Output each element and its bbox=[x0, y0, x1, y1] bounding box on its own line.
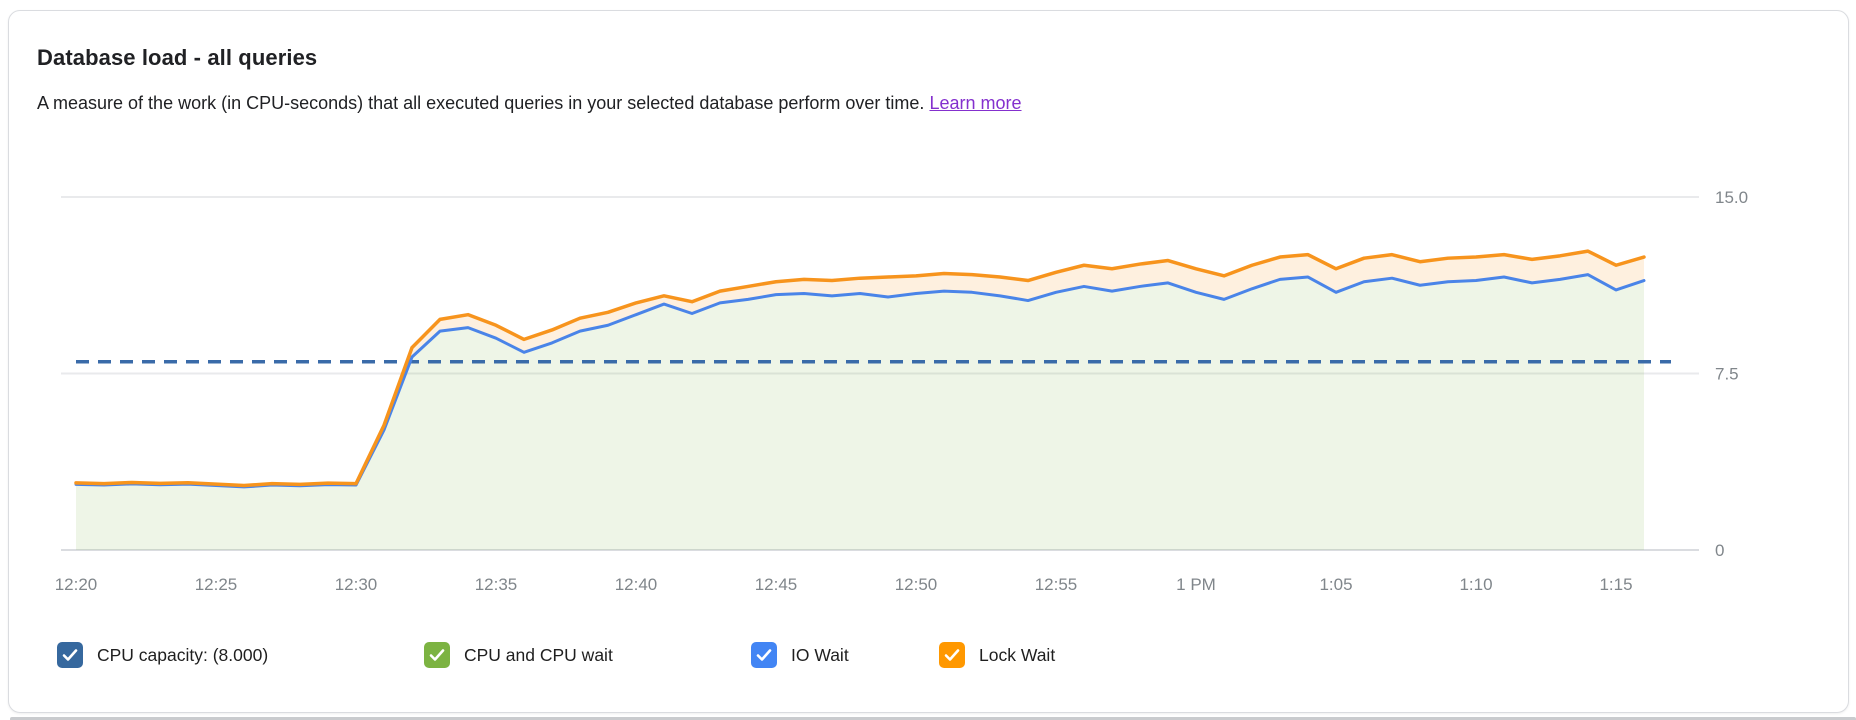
x-axis-label-1-15: 1:15 bbox=[1599, 575, 1632, 594]
legend-checkbox-icon[interactable] bbox=[424, 642, 450, 668]
x-axis-label-1-05: 1:05 bbox=[1319, 575, 1352, 594]
x-axis-label-12-30: 12:30 bbox=[335, 575, 378, 594]
legend-item-lock-wait[interactable]: Lock Wait bbox=[939, 642, 1055, 668]
legend-label: CPU capacity: (8.000) bbox=[97, 644, 269, 665]
page-subtitle: A measure of the work (in CPU-seconds) t… bbox=[37, 93, 1022, 114]
lock-wait-line bbox=[74, 249, 1646, 488]
legend-item-io-wait[interactable]: IO Wait bbox=[751, 642, 849, 668]
cpu-and-cpu-wait-area bbox=[76, 274, 1644, 550]
learn-more-link[interactable]: Learn more bbox=[929, 93, 1022, 113]
x-axis-label-1-PM: 1 PM bbox=[1176, 575, 1216, 594]
y-axis-label-7.5: 7.5 bbox=[1715, 365, 1739, 384]
legend-item-cpu-capacity-8-000[interactable]: CPU capacity: (8.000) bbox=[57, 642, 268, 668]
x-axis-label-12-25: 12:25 bbox=[195, 575, 238, 594]
database-load-card: Database load - all queries A measure of… bbox=[8, 10, 1849, 713]
x-axis-label-12-55: 12:55 bbox=[1035, 575, 1078, 594]
x-axis-label-12-35: 12:35 bbox=[475, 575, 518, 594]
chart-legend: CPU capacity: (8.000) CPU and CPU wait IO … bbox=[9, 11, 1850, 714]
page-title: Database load - all queries bbox=[37, 45, 318, 70]
load-chart-area[interactable]: 15.0 7.5 0 12:20 12:25 12:30 12:35 12:40 12:45 12… bbox=[9, 11, 1850, 714]
load-chart-svg: 15.0 7.5 0 12:20 12:25 12:30 12:35 12:40 12:45 12… bbox=[55, 188, 1748, 594]
legend-label: IO Wait bbox=[791, 644, 849, 665]
next-card-top-edge bbox=[10, 717, 1856, 720]
x-axis-label-12-20: 12:20 bbox=[55, 575, 98, 594]
legend-label: CPU and CPU wait bbox=[464, 644, 613, 665]
legend-checkbox-icon[interactable] bbox=[751, 642, 777, 668]
x-axis-label-12-45: 12:45 bbox=[755, 575, 798, 594]
legend-label: Lock Wait bbox=[979, 644, 1056, 665]
y-axis-label-15.0: 15.0 bbox=[1715, 188, 1748, 207]
lock-wait-band-area bbox=[76, 251, 1644, 487]
legend-checkbox-icon[interactable] bbox=[57, 642, 83, 668]
legend-checkbox-icon[interactable] bbox=[939, 642, 965, 668]
legend-item-cpu-and-cpu-wait[interactable]: CPU and CPU wait bbox=[424, 642, 613, 668]
y-axis-label-0: 0 bbox=[1715, 541, 1724, 560]
x-axis-label-12-40: 12:40 bbox=[615, 575, 658, 594]
x-axis-label-1-10: 1:10 bbox=[1459, 575, 1492, 594]
subtitle-text: A measure of the work (in CPU-seconds) t… bbox=[37, 93, 925, 113]
x-axis-label-12-50: 12:50 bbox=[895, 575, 938, 594]
